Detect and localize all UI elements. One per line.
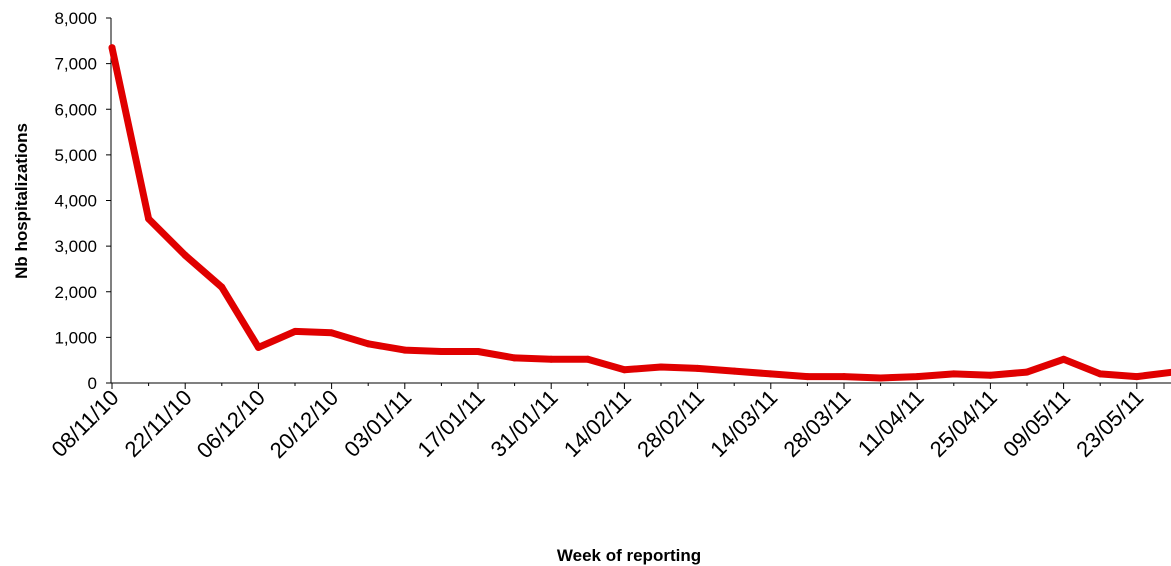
y-tick-label: 6,000 xyxy=(54,100,97,119)
x-tick-label: 22/11/10 xyxy=(120,385,197,462)
x-axis-title: Week of reporting xyxy=(557,546,701,565)
x-tick-label: 23/05/11 xyxy=(1071,385,1148,462)
data-point xyxy=(913,373,921,381)
data-point xyxy=(584,355,592,363)
data-point xyxy=(437,348,445,356)
y-axis-title: Nb hospitalizations xyxy=(12,123,31,279)
x-tick-label: 28/02/11 xyxy=(632,385,709,462)
y-tick-label: 5,000 xyxy=(54,146,97,165)
data-point xyxy=(840,373,848,381)
y-tick-label: 2,000 xyxy=(54,283,97,302)
x-tick-label: 14/03/11 xyxy=(705,385,782,462)
series-line xyxy=(108,46,1171,382)
data-point xyxy=(1023,368,1031,376)
data-point xyxy=(218,283,226,291)
data-point xyxy=(1133,373,1141,381)
data-point xyxy=(547,355,555,363)
x-tick-label: 08/11/10 xyxy=(46,385,123,462)
x-tick-label: 06/12/10 xyxy=(192,385,270,463)
data-point xyxy=(108,44,116,52)
data-point xyxy=(1060,355,1068,363)
data-point xyxy=(950,370,958,378)
y-tick-label: 7,000 xyxy=(54,55,97,74)
data-point xyxy=(145,215,153,223)
data-point xyxy=(364,340,372,348)
x-tick-label: 25/04/11 xyxy=(925,385,1002,462)
data-point xyxy=(291,327,299,335)
y-axis: 0 1,000 2,000 3,000 4,000 5,000 6,000 7,000 8,00… xyxy=(54,9,112,393)
x-tick-label: 31/01/11 xyxy=(486,385,563,462)
y-tick-label: 0 xyxy=(88,374,97,393)
x-tick-label: 28/03/11 xyxy=(778,385,855,462)
y-tick-label: 3,000 xyxy=(54,237,97,256)
x-tick-label: 14/02/11 xyxy=(559,385,636,462)
data-point xyxy=(803,373,811,381)
data-point xyxy=(657,363,665,371)
y-tick-label: 1,000 xyxy=(54,328,97,347)
data-point xyxy=(328,329,336,337)
y-tick-label: 8,000 xyxy=(54,9,97,28)
data-point xyxy=(767,370,775,378)
data-point xyxy=(1096,370,1104,378)
data-point xyxy=(986,371,994,379)
x-tick-label: 09/05/11 xyxy=(998,385,1075,462)
x-tick-label: 11/04/11 xyxy=(853,385,929,461)
data-point xyxy=(877,374,885,382)
series-layer xyxy=(108,44,1171,382)
data-point xyxy=(694,364,702,372)
x-tick-label: 20/12/10 xyxy=(265,385,343,463)
data-point xyxy=(474,348,482,356)
x-tick-label: 03/01/11 xyxy=(339,385,416,462)
y-tick-label: 4,000 xyxy=(54,192,97,211)
data-point xyxy=(401,346,409,354)
x-axis: 08/11/1022/11/1006/12/1020/12/1003/01/11… xyxy=(46,382,1171,463)
x-tick-label: 17/01/11 xyxy=(412,385,489,462)
data-point xyxy=(181,251,189,259)
data-point xyxy=(730,367,738,375)
data-point xyxy=(620,366,628,374)
data-point xyxy=(511,354,519,362)
data-point xyxy=(254,343,262,351)
